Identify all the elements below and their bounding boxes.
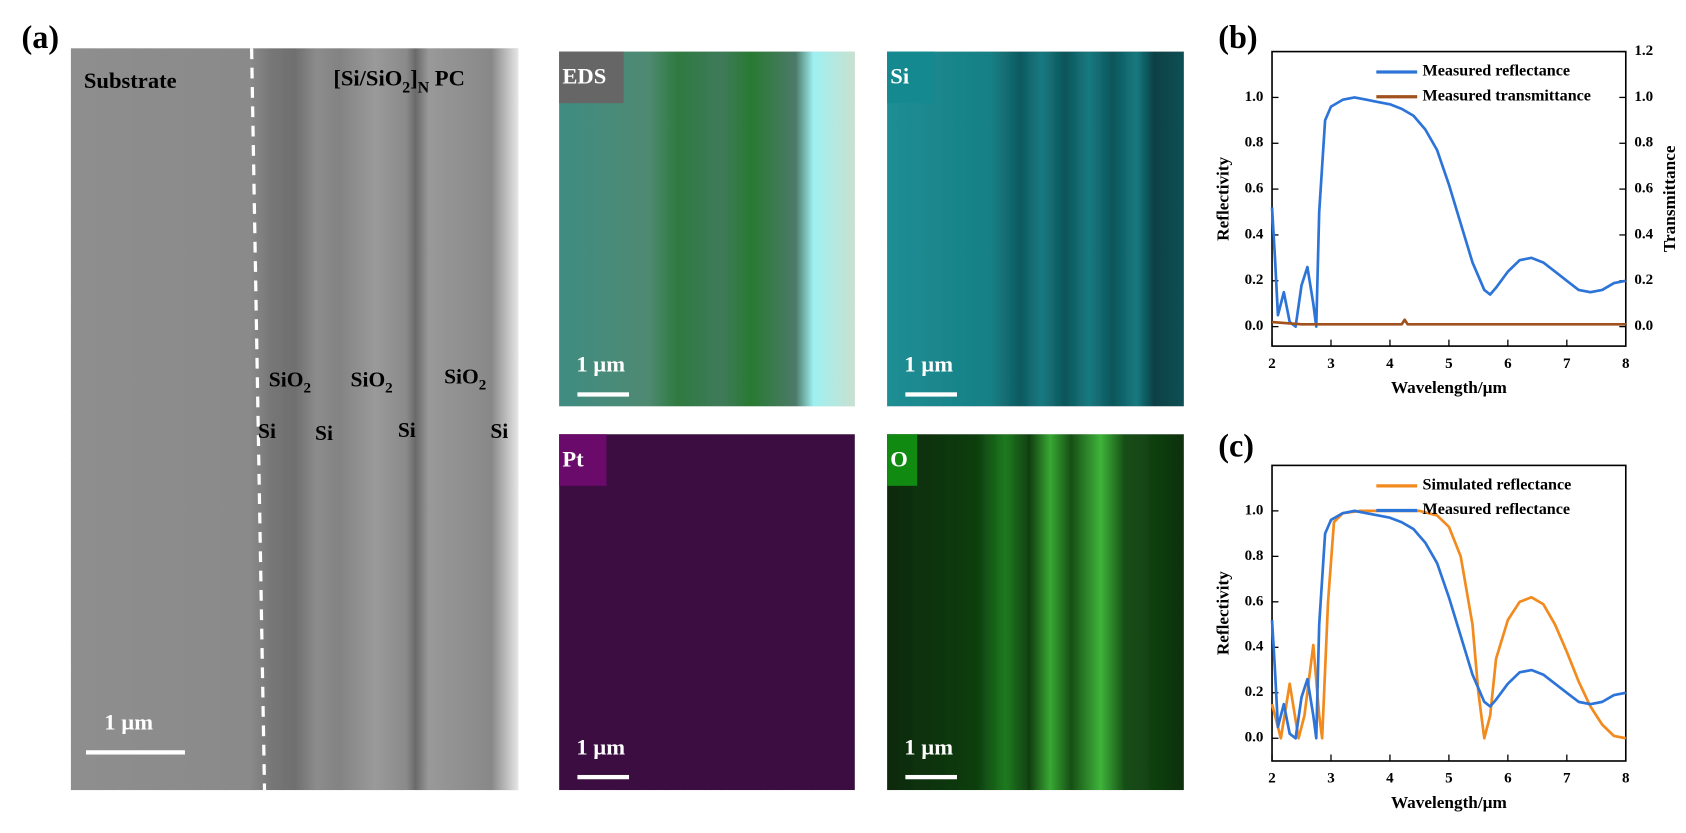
pc-label: [Si/SiO2]N PC	[333, 66, 465, 97]
legend-label: Measured reflectance	[1423, 63, 1570, 80]
x-tick-label: 4	[1386, 771, 1394, 787]
y2ticks-tick-label: 0.8	[1634, 135, 1653, 151]
map-label-box	[559, 51, 624, 104]
si-map	[887, 51, 1184, 407]
label: (b)	[1218, 19, 1257, 55]
sem-image	[70, 48, 519, 791]
scale-bar	[905, 774, 957, 780]
label: 1 µm	[904, 352, 953, 377]
label: Si	[890, 64, 909, 89]
map-label-box	[559, 434, 607, 486]
subscript: 2	[479, 378, 487, 394]
yticks-tick-label: 0.2	[1245, 272, 1264, 288]
pt-map	[559, 434, 855, 791]
map-label-box	[887, 51, 935, 104]
legend-label: Measured reflectance	[1423, 501, 1570, 518]
y2ticks-tick-label: 1.0	[1634, 89, 1653, 105]
series-line	[1270, 96, 1627, 328]
y2ticks-tick-label: 0.2	[1634, 272, 1653, 288]
label: 1 µm	[104, 710, 153, 735]
label: (c)	[1218, 428, 1254, 464]
yticks-tick-label: 1.0	[1245, 89, 1264, 105]
x-axis-label: Wavelength/µm	[1391, 378, 1508, 397]
x-tick-label: 5	[1445, 356, 1453, 372]
yticks-tick-label: 0.6	[1245, 181, 1264, 197]
label: Si	[315, 421, 333, 445]
label: Si	[258, 419, 276, 443]
yticks-tick-label: 0.8	[1245, 548, 1264, 564]
eds-map	[559, 51, 855, 407]
series-line	[1270, 509, 1627, 740]
x-tick-label: 6	[1504, 356, 1512, 372]
y-axis-label: Reflectivity	[1214, 571, 1233, 655]
yticks-tick-label: 0.0	[1245, 730, 1264, 746]
text-part: ]	[410, 66, 418, 91]
scale-bar	[577, 774, 630, 780]
text-part: PC	[429, 66, 465, 91]
y2ticks-tick-label: 1.2	[1634, 43, 1653, 59]
sio2-label: SiO2	[351, 368, 393, 398]
text-part: SiO	[444, 364, 479, 388]
label: O	[890, 446, 908, 471]
y2ticks-tick-label: 0.6	[1634, 181, 1653, 197]
label: Si	[398, 418, 416, 442]
yticks-tick-label: 0.2	[1245, 684, 1264, 700]
yticks-tick-label: 0.0	[1245, 318, 1264, 334]
x-tick-label: 7	[1563, 771, 1571, 787]
y2ticks-tick-label: 0.4	[1634, 226, 1653, 242]
yticks-tick-label: 1.0	[1245, 502, 1264, 518]
o-map	[887, 434, 1184, 791]
text-part: [Si/SiO	[333, 66, 402, 91]
y2-axis-label: Transmittance	[1660, 145, 1679, 252]
scale-bar	[905, 392, 957, 397]
yticks-tick-label: 0.4	[1245, 639, 1264, 655]
x-tick-label: 8	[1622, 356, 1630, 372]
x-tick-label: 8	[1622, 771, 1630, 787]
subscript: 2	[385, 381, 393, 397]
legend-label: Simulated reflectance	[1423, 477, 1572, 494]
series-line	[1271, 318, 1626, 326]
x-tick-label: 7	[1563, 356, 1571, 372]
label: 1 µm	[576, 352, 625, 377]
y-axis-label: Reflectivity	[1214, 156, 1233, 240]
x-tick-label: 4	[1386, 356, 1394, 372]
x-tick-label: 3	[1327, 771, 1335, 787]
sio2-label: SiO2	[269, 368, 311, 398]
x-axis-label: Wavelength/µm	[1391, 793, 1508, 812]
yticks-tick-label: 0.8	[1245, 135, 1264, 151]
yticks-tick-label: 0.4	[1245, 226, 1264, 242]
sio2-label: SiO2	[444, 364, 486, 394]
label: 1 µm	[576, 734, 625, 759]
interface-line	[249, 48, 267, 791]
y2ticks-tick-label: 0.0	[1634, 318, 1653, 334]
scale-bar	[577, 392, 630, 397]
x-tick-label: 5	[1445, 771, 1453, 787]
x-tick-label: 6	[1504, 771, 1512, 787]
x-tick-label: 2	[1268, 356, 1276, 372]
x-tick-label: 3	[1327, 356, 1335, 372]
text-part: SiO	[269, 368, 304, 392]
label: Substrate	[84, 68, 177, 93]
label: 1 µm	[904, 734, 953, 759]
label: Si	[490, 419, 508, 443]
map-label-box	[887, 434, 918, 486]
scale-bar	[86, 750, 185, 755]
yticks-tick-label: 0.6	[1245, 593, 1264, 609]
label: Pt	[562, 446, 584, 471]
subscript: 2	[303, 381, 311, 397]
x-tick-label: 2	[1268, 771, 1276, 787]
subscript: N	[418, 80, 430, 97]
subscript: 2	[402, 80, 410, 97]
text-part: SiO	[351, 368, 386, 392]
label: EDS	[562, 64, 606, 89]
legend-label: Measured transmittance	[1423, 87, 1591, 104]
label: (a)	[22, 19, 60, 55]
